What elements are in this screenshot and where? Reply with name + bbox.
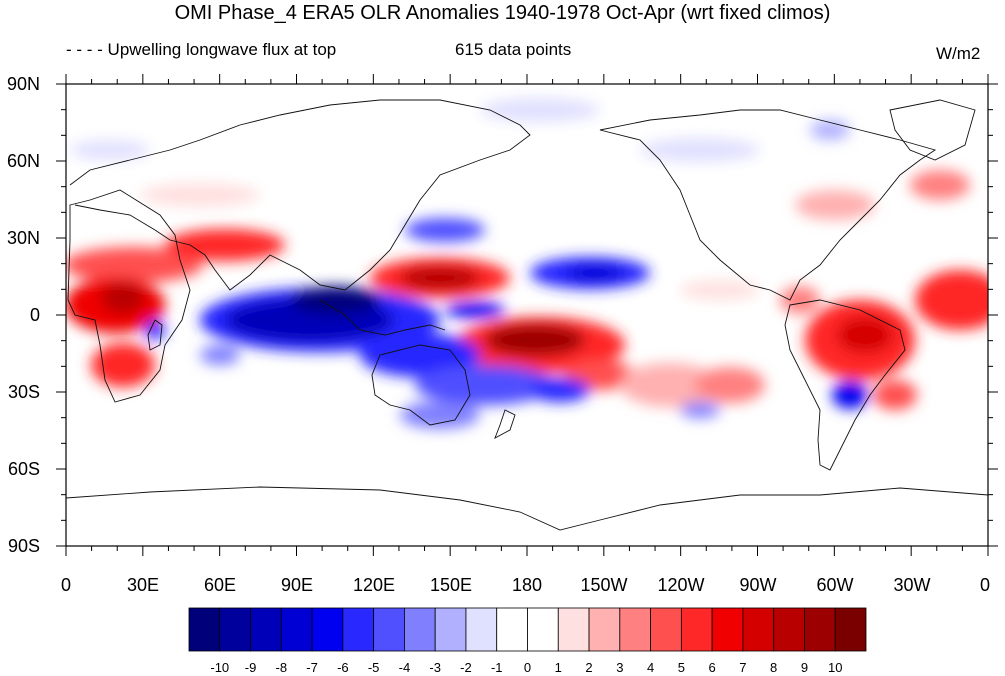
colorbar-swatch: [311, 607, 344, 652]
africa-coastline: [67, 189, 191, 403]
colorbar-swatch: [650, 607, 682, 652]
colorbar-swatch: [496, 607, 528, 652]
colorbar-swatch: [434, 607, 467, 652]
variable-subtitle: - - - - Upwelling longwave flux at top: [66, 40, 337, 59]
lon-label-180: 180: [511, 575, 543, 595]
lon-label-120w: 120W: [657, 575, 705, 595]
indonesia-coastline: [319, 299, 446, 336]
lat-label-90n: 90N: [6, 74, 40, 94]
lat-label-90s: 90S: [7, 536, 40, 556]
colorbar-swatch: [834, 607, 867, 652]
colorbar-label: 10: [827, 660, 843, 675]
lat-label-60n: 60N: [6, 151, 40, 171]
colorbar-label: 6: [708, 660, 716, 675]
lon-label-30w: 30W: [893, 575, 931, 595]
colorbar-swatch: [219, 607, 251, 652]
lon-label-0-end: 0: [979, 575, 991, 595]
lon-label-120e: 120E: [352, 575, 396, 595]
colorbar-swatch: [527, 607, 559, 652]
colorbar-swatch: [680, 607, 713, 652]
colorbar-swatch: [280, 607, 313, 652]
colorbar-label: -5: [367, 660, 380, 675]
lon-label-0: 0: [60, 575, 72, 595]
lon-label-60w: 60W: [816, 575, 854, 595]
lon-label-150w: 150W: [580, 575, 628, 595]
colorbar-label: -1: [490, 660, 503, 675]
madagascar-coastline: [147, 319, 163, 351]
colorbar-swatch: [188, 607, 221, 652]
antarctica-coastline: [65, 486, 989, 531]
north-america-coastline: [599, 109, 937, 301]
colorbar-label: 3: [616, 660, 624, 675]
colorbar-label: 1: [554, 660, 562, 675]
colorbar: [188, 607, 867, 652]
colorbar-swatch: [404, 607, 436, 652]
colorbar-label: -8: [275, 660, 288, 675]
units-label: W/m2: [936, 44, 981, 63]
lat-label-30n: 30N: [6, 228, 40, 248]
data-points-subtitle: 615 data points: [455, 40, 572, 59]
colorbar-label: 4: [646, 660, 655, 675]
lon-label-150e: 150E: [429, 575, 473, 595]
axis-ticks: [56, 74, 998, 556]
lon-label-90e: 90E: [280, 575, 314, 595]
colorbar-swatch: [557, 607, 590, 652]
colorbar-swatch: [250, 607, 282, 652]
colorbar-swatch: [373, 607, 405, 652]
colorbar-label: -9: [244, 660, 257, 675]
map-title: OMI Phase_4 ERA5 OLR Anomalies 1940-1978…: [174, 2, 831, 24]
colorbar-label: -6: [337, 660, 349, 675]
lat-label-60s: 60S: [7, 459, 40, 479]
colorbar-label: -4: [398, 660, 411, 675]
lon-label-90w: 90W: [739, 575, 777, 595]
colorbar-swatch: [711, 607, 744, 652]
colorbar-swatch: [465, 607, 498, 652]
colorbar-swatch: [588, 607, 621, 652]
lat-label-30s: 30S: [7, 382, 40, 402]
colorbar-swatch: [742, 607, 775, 652]
colorbar-label: 8: [770, 660, 778, 675]
colorbar-label: -7: [306, 660, 318, 675]
colorbar-label: -2: [460, 660, 472, 675]
colorbar-swatch: [804, 607, 836, 652]
colorbar-label: 2: [585, 660, 593, 675]
lat-label-0: 0: [29, 305, 40, 325]
south-america-coastline: [784, 299, 906, 471]
colorbar-label: 7: [739, 660, 747, 675]
colorbar-label: -10: [210, 660, 230, 675]
colorbar-label: 9: [800, 660, 809, 675]
lon-label-30e: 30E: [126, 575, 160, 595]
eurasia-coastline: [69, 99, 531, 291]
colorbar-swatch: [342, 607, 375, 652]
greenland-coastline: [889, 99, 976, 161]
colorbar-label: 5: [677, 660, 685, 675]
colorbar-label: 0: [523, 660, 532, 675]
new-zealand-coastline: [494, 409, 516, 439]
colorbar-label: -3: [429, 660, 441, 675]
colorbar-swatch: [773, 607, 805, 652]
coastlines: [65, 99, 989, 531]
lon-label-60e: 60E: [203, 575, 237, 595]
australia-coastline: [371, 344, 471, 426]
colorbar-swatch: [619, 607, 651, 652]
anomaly-field: [66, 98, 988, 429]
